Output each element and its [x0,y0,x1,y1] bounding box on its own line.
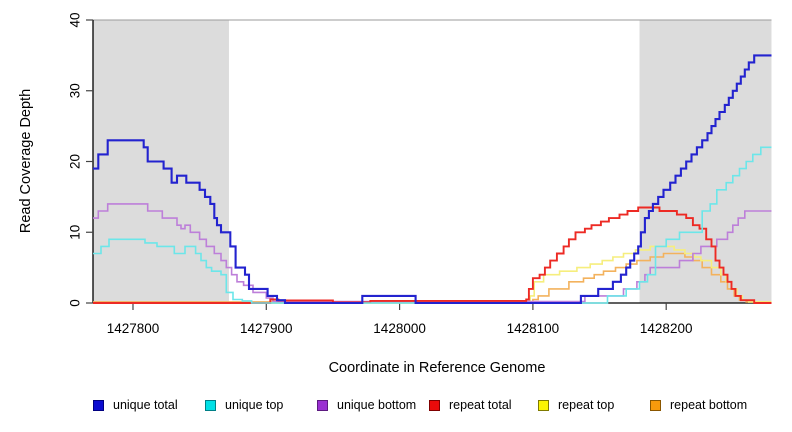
series-unique-total [93,54,772,305]
x-tick-label: 1427900 [240,321,293,336]
y-tick-label: 0 [68,299,83,307]
repeat-bottom-swatch-icon [650,399,661,411]
y-tick-label: 40 [68,12,83,27]
unique-top-swatch-icon [205,399,216,411]
legend-label: unique bottom [337,398,417,412]
repeat-total-swatch-icon [429,399,440,411]
y-tick-label: 20 [68,154,83,169]
y-axis-title: Read Coverage Depth [18,89,34,233]
x-axis-title: Coordinate in Reference Genome [329,360,546,376]
y-tick-label: 10 [68,225,83,240]
unique-bottom-swatch-icon [317,399,328,411]
legend-item-repeat-bottom: repeat bottom [650,397,747,413]
unique-total-swatch-icon [93,399,104,411]
x-tick-label: 1428100 [507,321,560,336]
y-tick-label: 30 [68,83,83,98]
series-unique-top [93,146,772,304]
legend-label: repeat top [558,398,615,412]
x-tick-label: 1428000 [373,321,426,336]
legend-label: repeat total [449,398,512,412]
legend-item-unique-bottom: unique bottom [317,397,416,413]
x-tick-label: 1428200 [640,321,693,336]
legend-item-repeat-total: repeat total [429,397,512,413]
legend-label: unique total [113,398,178,412]
repeat-top-swatch-icon [538,399,549,411]
legend-item-repeat-top: repeat top [538,397,614,413]
legend-label: repeat bottom [670,398,748,412]
series-repeat-total [93,206,772,304]
x-tick-label: 1427800 [107,321,160,336]
legend-item-unique-top: unique top [205,397,283,413]
series-repeat-bottom [93,252,772,304]
legend-item-unique-total: unique total [93,397,178,413]
legend-label: unique top [225,398,284,412]
